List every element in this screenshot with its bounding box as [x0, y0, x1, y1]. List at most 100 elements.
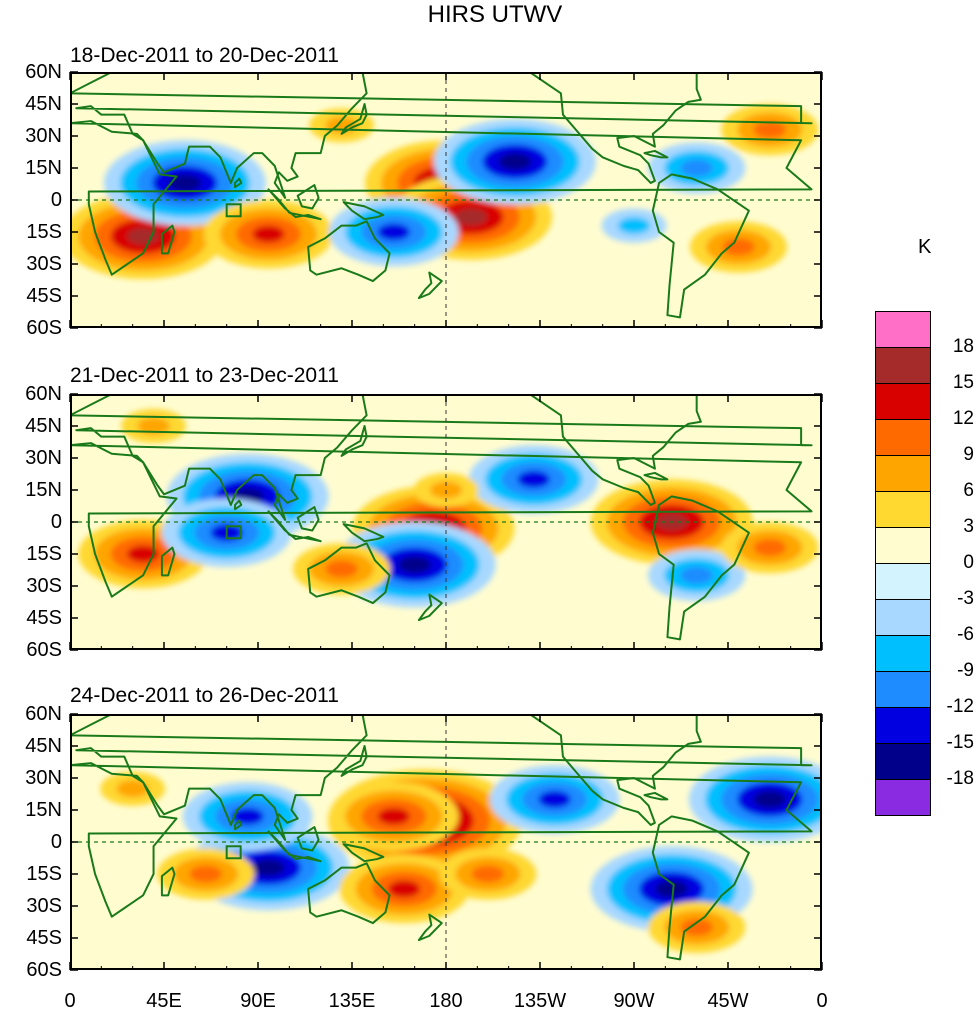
colorbar-swatch — [875, 311, 931, 348]
anomaly-contour — [388, 880, 421, 898]
lon-label: 0 — [64, 990, 76, 1012]
panel-1-map — [70, 72, 822, 328]
lon-label: 135W — [513, 990, 567, 1012]
lat-label: 45N — [25, 415, 62, 437]
coastline-indonesia — [267, 830, 322, 863]
lat-label: 60N — [25, 703, 62, 725]
colorbar-label: -15 — [946, 732, 974, 753]
panel-2-map — [70, 394, 822, 650]
colorbar-label: 12 — [952, 408, 974, 429]
anomaly-contour — [655, 880, 688, 898]
anomaly-contour — [680, 159, 713, 177]
panel-3-title: 24-Dec-2011 to 26-Dec-2011 — [70, 684, 339, 707]
lat-label: 45S — [26, 927, 62, 949]
colorbar-label: -12 — [946, 696, 974, 717]
anomaly-contour — [498, 153, 532, 171]
panel-1-svg — [72, 74, 820, 326]
coastline-cuba — [643, 149, 669, 159]
lon-label: 180 — [429, 990, 463, 1012]
lon-label: 45E — [146, 990, 182, 1012]
anomaly-contour — [471, 865, 504, 883]
coastline-madagascar — [160, 546, 176, 577]
coastline-australia — [307, 862, 391, 925]
coastline-nz — [417, 593, 443, 622]
colorbar-swatch — [875, 743, 931, 780]
anomaly-contour — [680, 918, 713, 936]
colorbar-swatch — [875, 491, 931, 528]
coastline-eurasia — [72, 396, 813, 521]
anomaly-contour — [252, 859, 285, 877]
coastline-africa — [72, 120, 813, 276]
lat-label: 15S — [26, 863, 62, 885]
colorbar-unit: K — [918, 236, 932, 258]
lat-label: 0 — [50, 831, 62, 853]
coastline-cuba — [643, 791, 669, 801]
lat-label: 30S — [26, 895, 62, 917]
lat-label: 45S — [26, 285, 62, 307]
lat-label: 30N — [25, 125, 62, 147]
region-box — [225, 525, 242, 540]
lat-label: 60S — [26, 317, 62, 339]
anomaly-contour — [753, 539, 786, 557]
coastline-nz — [417, 271, 443, 300]
anomaly-contour — [517, 470, 550, 488]
coastline-india_island — [234, 499, 243, 511]
coastline-madagascar — [160, 224, 176, 255]
anomaly-contour — [126, 227, 160, 245]
anomaly-contour — [377, 807, 410, 825]
coastline-japan — [340, 425, 368, 457]
coastline-japan — [340, 103, 368, 135]
coastline-newguinea — [342, 843, 385, 863]
colorbar-label: 6 — [963, 480, 974, 501]
lon-label: 90E — [240, 990, 276, 1012]
coastline-africa — [72, 442, 813, 598]
anomaly-contour — [753, 790, 786, 808]
coastline-indonesia — [267, 188, 322, 221]
anomaly-contour — [753, 121, 786, 139]
region-box — [225, 203, 242, 218]
coastline-australia — [307, 220, 391, 283]
anomaly-contour — [722, 238, 755, 256]
colorbar-label: -9 — [957, 660, 974, 681]
colorbar-swatch — [875, 779, 931, 816]
lat-label: 15N — [25, 479, 62, 501]
lat-label: 0 — [50, 511, 62, 533]
anomaly-contour — [252, 225, 285, 243]
lat-label: 15N — [25, 157, 62, 179]
lat-label: 60N — [25, 61, 62, 83]
anomaly-contour — [454, 208, 488, 226]
coastline-borneo — [296, 506, 320, 532]
coastline-india_island — [234, 819, 243, 831]
coastline-namerica — [530, 716, 702, 826]
lon-label: 135E — [328, 990, 376, 1012]
lon-label: 0 — [816, 990, 828, 1012]
colorbar-label: 18 — [952, 336, 974, 357]
lon-label: 45W — [707, 990, 749, 1012]
anomaly-contour — [377, 223, 410, 241]
colorbar-label: -3 — [957, 588, 974, 609]
colorbar-swatch — [875, 671, 931, 708]
colorbar-swatch — [875, 347, 931, 384]
colorbar-label: 9 — [963, 444, 974, 465]
panel-3-map — [70, 714, 822, 970]
colorbar-label: 0 — [963, 552, 974, 573]
coastline-samerica — [651, 815, 750, 961]
coastline-namerica — [530, 74, 702, 184]
anomaly-contour — [617, 217, 651, 235]
colorbar-swatch — [875, 419, 931, 456]
lon-label: 90W — [613, 990, 655, 1012]
lat-label: 0 — [50, 189, 62, 211]
colorbar-label: 3 — [963, 516, 974, 537]
colorbar-swatch — [875, 599, 931, 636]
colorbar-swatch — [875, 635, 931, 672]
coastline-india_island — [234, 177, 243, 189]
coastline-borneo — [296, 826, 320, 852]
colorbar-swatch — [875, 563, 931, 600]
lat-label: 60S — [26, 639, 62, 661]
anomaly-contour — [137, 417, 170, 435]
anomaly-contour — [538, 790, 571, 808]
coastline-samerica — [651, 495, 750, 641]
colorbar-swatch — [875, 383, 931, 420]
lat-label: 15S — [26, 543, 62, 565]
coastline-australia — [307, 542, 391, 605]
